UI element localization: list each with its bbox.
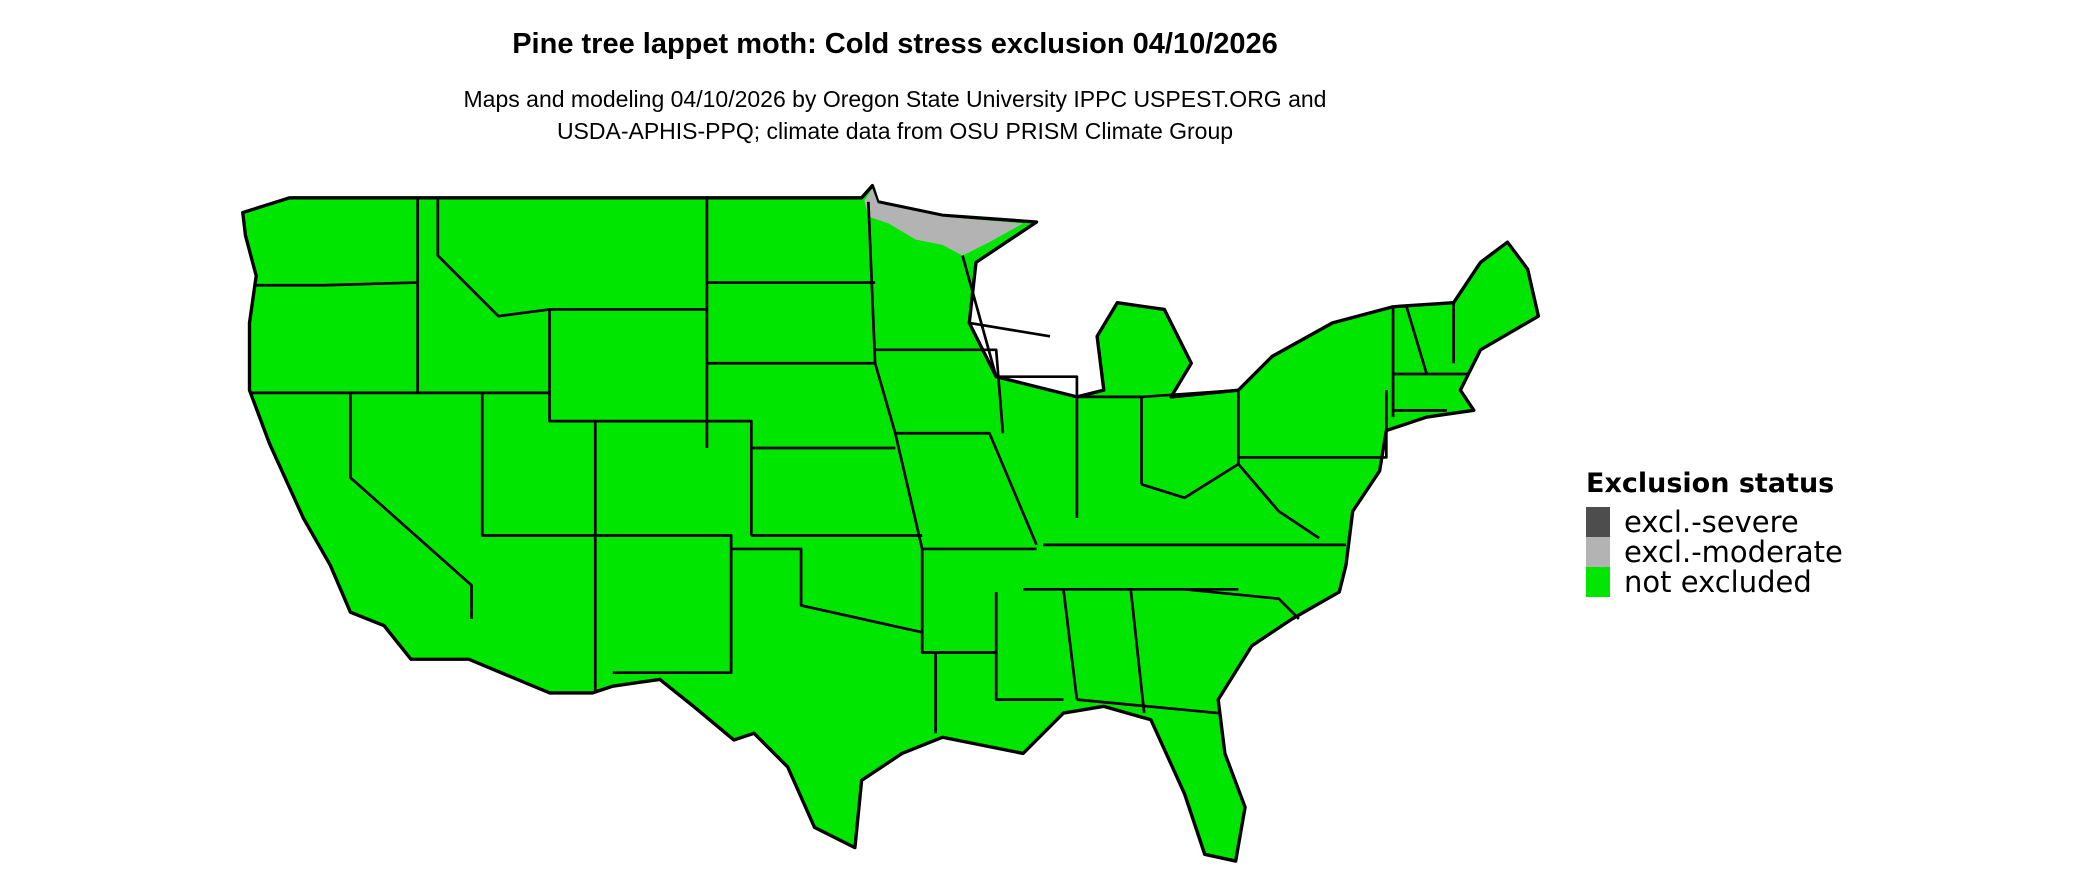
legend-title: Exclusion status [1586,468,1835,499]
state-borders [249,197,1468,734]
subtitle-line-1: Maps and modeling 04/10/2026 by Oregon S… [463,86,1327,112]
legend-item-not-excluded: not excluded [1586,567,1843,597]
legend-swatch-severe [1586,507,1610,537]
subtitle-line-2: USDA-APHIS-PPQ; climate data from OSU PR… [556,118,1234,144]
legend-swatch-moderate [1586,537,1610,567]
map-title: Pine tree lappet moth: Cold stress exclu… [512,28,1278,60]
legend-item-severe: excl.-severe [1586,507,1843,537]
legend-item-moderate: excl.-moderate [1586,537,1843,567]
legend-label: excl.-severe [1624,505,1799,539]
us-outline-not-excluded [241,183,1541,863]
legend: Exclusion status excl.-severe excl.-mode… [1586,468,1843,597]
legend-label: excl.-moderate [1624,535,1843,569]
legend-label: not excluded [1624,565,1812,599]
moderate-exclusion-area [864,188,1024,256]
legend-swatch-not-excluded [1586,567,1610,597]
